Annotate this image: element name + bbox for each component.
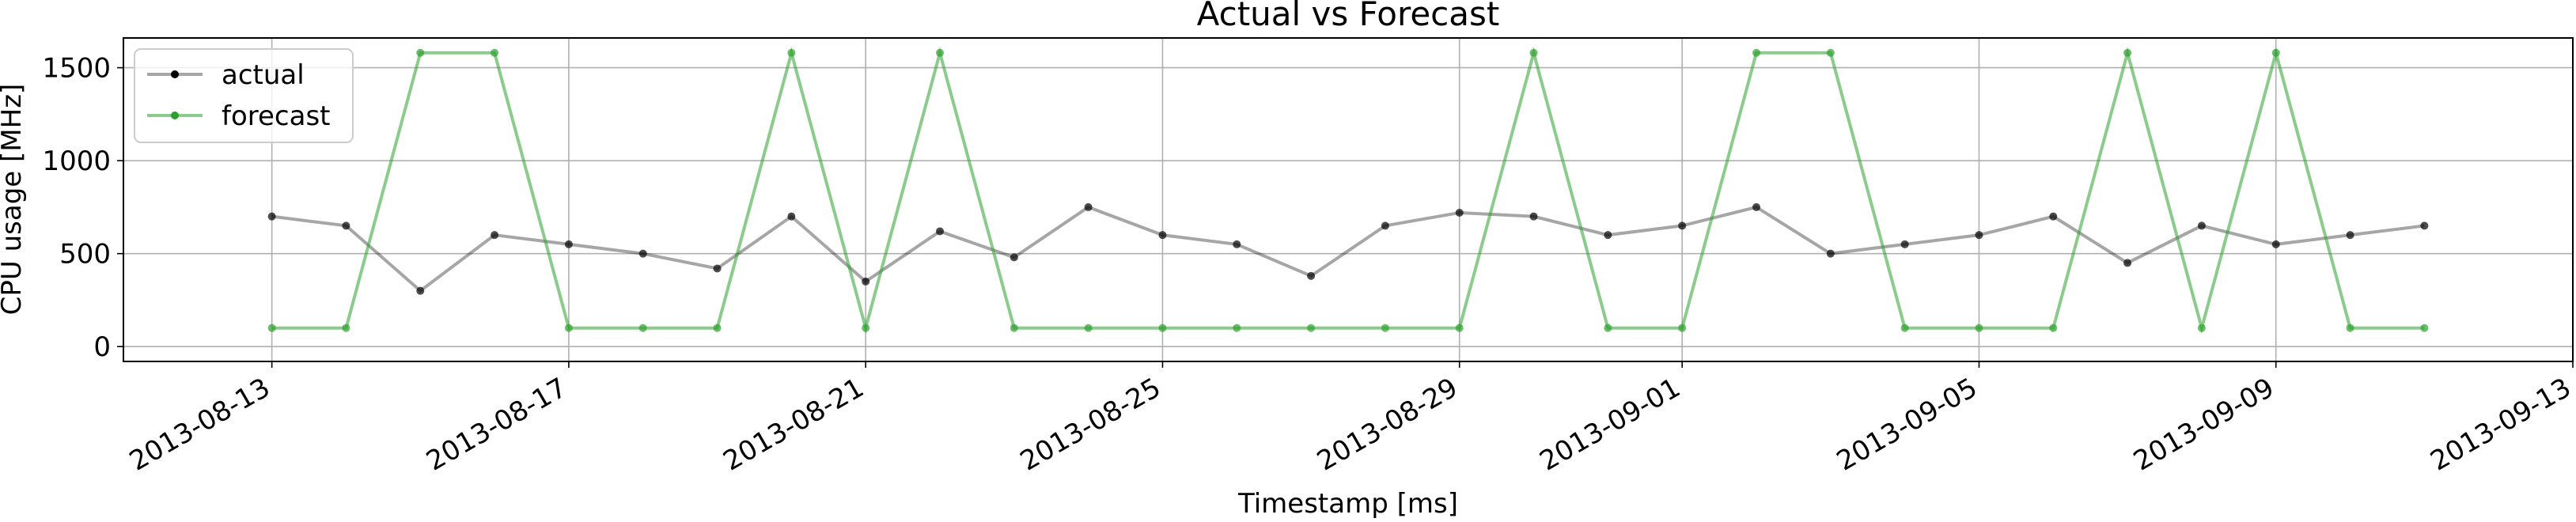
data-point bbox=[491, 231, 499, 240]
data-point bbox=[1752, 202, 1760, 211]
data-point bbox=[1975, 323, 1983, 332]
data-point bbox=[1010, 253, 1018, 262]
data-point bbox=[2197, 221, 2206, 230]
data-point bbox=[862, 277, 870, 286]
y-tick-label: 0 bbox=[93, 331, 111, 363]
data-point bbox=[1307, 323, 1316, 332]
data-point bbox=[1900, 323, 1909, 332]
data-point bbox=[2271, 240, 2280, 248]
data-point bbox=[1604, 323, 1612, 332]
data-point bbox=[416, 286, 425, 295]
data-point bbox=[1678, 323, 1687, 332]
y-axis-label: CPU usage [MHz] bbox=[0, 84, 28, 316]
data-point bbox=[787, 48, 796, 57]
data-point bbox=[2123, 48, 2132, 57]
x-tick-label: 2013-08-17 bbox=[421, 372, 572, 477]
data-point bbox=[342, 221, 350, 230]
x-tick-label: 2013-09-13 bbox=[2425, 372, 2576, 477]
data-point bbox=[2346, 323, 2354, 332]
data-point bbox=[1455, 323, 1464, 332]
data-point bbox=[1678, 221, 1687, 230]
data-point bbox=[564, 240, 573, 248]
data-point bbox=[1529, 212, 1538, 221]
series-line bbox=[271, 47, 2425, 335]
data-point bbox=[1529, 48, 1538, 57]
data-point bbox=[1158, 323, 1167, 332]
legend-marker bbox=[171, 70, 179, 78]
x-tick-label: 2013-08-21 bbox=[718, 372, 869, 477]
data-point bbox=[1084, 202, 1093, 211]
data-point bbox=[1307, 271, 1316, 280]
data-point bbox=[416, 48, 425, 57]
legend-marker bbox=[171, 112, 179, 119]
legend-box bbox=[134, 48, 354, 143]
data-point bbox=[2271, 48, 2280, 57]
data-point bbox=[2420, 221, 2429, 230]
legend-label: forecast bbox=[222, 100, 331, 132]
y-tick-label: 1000 bbox=[42, 146, 111, 177]
data-point bbox=[638, 249, 647, 258]
data-point bbox=[2123, 259, 2132, 267]
data-point bbox=[1752, 48, 1760, 57]
data-point bbox=[638, 323, 647, 332]
y-tick-label: 500 bbox=[59, 239, 111, 270]
x-tick-label: 2013-09-09 bbox=[2128, 372, 2279, 477]
data-point bbox=[342, 323, 350, 332]
data-point bbox=[936, 227, 944, 236]
data-point bbox=[2346, 231, 2354, 240]
data-point bbox=[1381, 323, 1389, 332]
x-tick-label: 2013-08-13 bbox=[124, 372, 275, 477]
data-point bbox=[1010, 323, 1018, 332]
data-point bbox=[267, 323, 276, 332]
chart-title: Actual vs Forecast bbox=[1197, 0, 1500, 33]
data-point bbox=[1158, 231, 1167, 240]
x-tick-label: 2013-09-05 bbox=[1832, 372, 1983, 477]
data-point bbox=[267, 212, 276, 221]
data-point bbox=[2049, 323, 2058, 332]
data-point bbox=[2049, 212, 2058, 221]
data-point bbox=[713, 323, 722, 332]
x-tick-label: 2013-08-25 bbox=[1015, 372, 1166, 477]
data-point bbox=[713, 264, 722, 273]
data-point bbox=[1084, 323, 1093, 332]
data-point bbox=[2420, 323, 2429, 332]
data-point bbox=[862, 323, 870, 332]
legend-label: actual bbox=[222, 59, 305, 91]
data-point bbox=[491, 48, 499, 57]
data-point bbox=[1975, 231, 1983, 240]
data-point bbox=[1233, 240, 1241, 248]
data-point bbox=[2197, 323, 2206, 332]
data-point bbox=[564, 323, 573, 332]
series-line bbox=[271, 205, 2425, 293]
data-point bbox=[1233, 323, 1241, 332]
x-tick-label: 2013-08-29 bbox=[1312, 372, 1463, 477]
y-tick-label: 1500 bbox=[42, 53, 111, 85]
data-point bbox=[1900, 240, 1909, 248]
x-tick-label: 2013-09-01 bbox=[1535, 372, 1686, 477]
data-point bbox=[936, 48, 944, 57]
data-point bbox=[1381, 221, 1389, 230]
data-point bbox=[1826, 48, 1835, 57]
data-point bbox=[1455, 208, 1464, 217]
plot-frame bbox=[123, 37, 2574, 362]
data-point bbox=[1826, 249, 1835, 258]
data-point bbox=[787, 212, 796, 221]
data-point bbox=[1604, 231, 1612, 240]
x-axis-label: Timestamp [ms] bbox=[1237, 488, 1458, 519]
